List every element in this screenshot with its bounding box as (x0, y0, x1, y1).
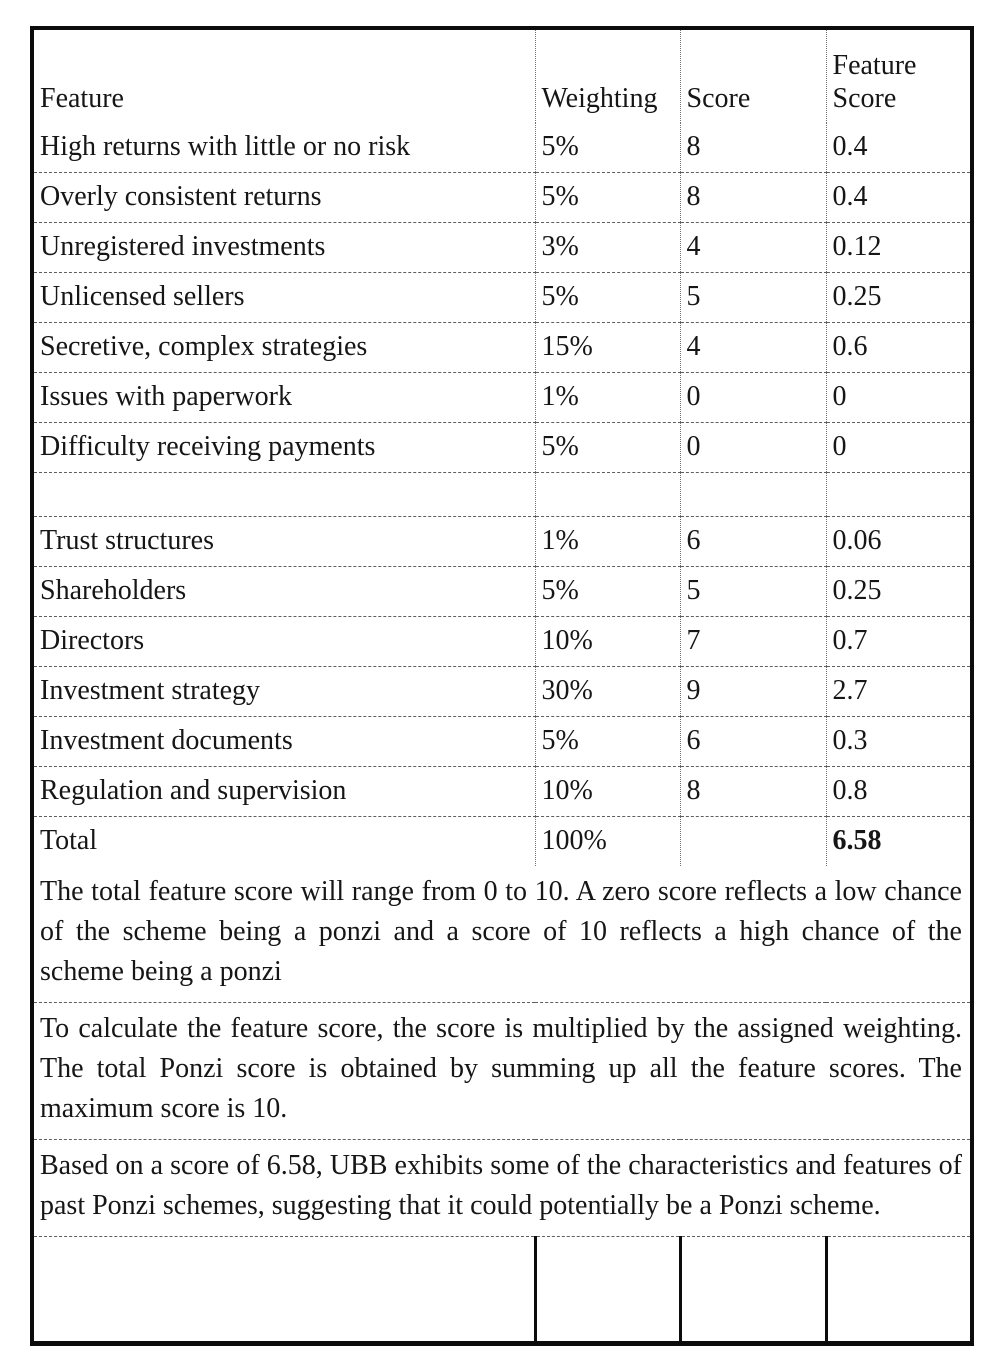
feature-score-cell: 0.4 (825, 123, 972, 173)
feature-score-cell: 0.7 (825, 616, 972, 667)
feature-cell: Total (32, 816, 535, 866)
feature-score-cell: 0.25 (825, 566, 972, 617)
feature-score-cell: 0.12 (825, 222, 972, 273)
weighting-cell: 5% (534, 422, 680, 473)
feature-cell: Difficulty receiving payments (32, 422, 535, 473)
score-cell: 4 (679, 322, 826, 373)
empty-cell (533, 1236, 680, 1344)
weighting-cell: 5% (534, 123, 680, 173)
table-row: Issues with paperwork 1% 0 0 (32, 372, 972, 423)
feature-cell: Secretive, complex strategies (32, 322, 535, 373)
table-row: Investment strategy 30% 9 2.7 (32, 666, 972, 717)
feature-cell: Shareholders (32, 566, 535, 617)
table-row: Investment documents 5% 6 0.3 (32, 716, 972, 767)
table-row: Overly consistent returns 5% 8 0.4 (32, 172, 972, 223)
feature-score-cell: 0.4 (825, 172, 972, 223)
score-cell: 8 (679, 172, 826, 223)
weighting-cell: 1% (534, 372, 680, 423)
note-row: The total feature score will range from … (32, 866, 972, 1003)
empty-cell (678, 1236, 826, 1344)
feature-score-cell: 0 (825, 422, 972, 473)
note-score-range: The total feature score will range from … (40, 876, 962, 987)
empty-cell (824, 1236, 972, 1344)
feature-cell: Investment strategy (32, 666, 535, 717)
score-cell: 0 (679, 372, 826, 423)
spacer-row (32, 472, 972, 517)
score-cell (679, 816, 826, 866)
score-cell: 0 (679, 422, 826, 473)
feature-score-cell: 0.8 (825, 766, 972, 817)
feature-cell (32, 472, 535, 517)
weighting-cell: 5% (534, 566, 680, 617)
weighting-cell: 30% (534, 666, 680, 717)
note-row: Based on a score of 6.58, UBB exhibits s… (32, 1139, 972, 1237)
note-row: To calculate the feature score, the scor… (32, 1002, 972, 1140)
empty-bottom-row (32, 1236, 972, 1344)
table-row: Unlicensed sellers 5% 5 0.25 (32, 272, 972, 323)
score-cell: 6 (679, 516, 826, 567)
weighting-cell: 10% (534, 616, 680, 667)
feature-score-cell: 2.7 (825, 666, 972, 717)
note-calculation-method: To calculate the feature score, the scor… (32, 1002, 972, 1140)
feature-score-cell: 0.6 (825, 322, 972, 373)
weighting-cell (534, 472, 680, 517)
header-score: Score (679, 28, 826, 123)
score-cell: 4 (679, 222, 826, 273)
score-cell: 5 (679, 566, 826, 617)
feature-cell: Regulation and supervision (32, 766, 535, 817)
table-row: Regulation and supervision 10% 8 0.8 (32, 766, 972, 817)
feature-score-cell: 0.06 (825, 516, 972, 567)
score-cell: 8 (679, 123, 826, 173)
weighting-cell: 15% (534, 322, 680, 373)
feature-score-cell: 0 (825, 372, 972, 423)
feature-cell: Investment documents (32, 716, 535, 767)
table-row: Difficulty receiving payments 5% 0 0 (32, 422, 972, 473)
score-cell: 8 (679, 766, 826, 817)
feature-score-cell: 0.25 (825, 272, 972, 323)
table-row: Unregistered investments 3% 4 0.12 (32, 222, 972, 273)
empty-cell (32, 1236, 535, 1344)
feature-score-cell: 6.58 (825, 816, 972, 866)
weighting-cell: 5% (534, 716, 680, 767)
score-cell: 9 (679, 666, 826, 717)
score-cell: 5 (679, 272, 826, 323)
score-cell (679, 472, 826, 517)
feature-cell: High returns with little or no risk (40, 130, 411, 162)
score-cell: 7 (679, 616, 826, 667)
weighting-cell: 5% (534, 272, 680, 323)
feature-cell: Directors (32, 616, 535, 667)
feature-score-cell: 0.3 (825, 716, 972, 767)
weighting-cell: 10% (534, 766, 680, 817)
feature-score-cell (825, 472, 972, 517)
table-row: Trust structures 1% 6 0.06 (32, 516, 972, 567)
table-row: High returns with little or no risk 5% 8 0.… (32, 123, 972, 173)
ponzi-feature-score-table: Feature Weighting Score Feature Score Hi… (30, 26, 974, 1346)
header-weighting: Weighting (534, 28, 680, 123)
header-feature-score: Feature Score (825, 28, 972, 123)
score-cell: 6 (679, 716, 826, 767)
feature-cell: Unregistered investments (32, 222, 535, 273)
table-body: High returns with little or no risk 5% 8 0.… (32, 123, 972, 866)
weighting-cell: 100% (534, 816, 680, 866)
note-conclusion: Based on a score of 6.58, UBB exhibits s… (32, 1139, 972, 1237)
header-row: Feature Weighting Score Feature Score (32, 28, 972, 123)
notes-section: The total feature score will range from … (32, 866, 972, 1344)
weighting-cell: 3% (534, 222, 680, 273)
feature-cell: Overly consistent returns (32, 172, 535, 223)
table-row: Directors 10% 7 0.7 (32, 616, 972, 667)
weighting-cell: 1% (534, 516, 680, 567)
total-row: Total 100% 6.58 (32, 816, 972, 866)
table-row: Secretive, complex strategies 15% 4 0.6 (32, 322, 972, 373)
feature-cell: Issues with paperwork (32, 372, 535, 423)
table-row: Shareholders 5% 5 0.25 (32, 566, 972, 617)
header-feature: Feature (40, 83, 124, 115)
feature-cell: Trust structures (32, 516, 535, 567)
weighting-cell: 5% (534, 172, 680, 223)
feature-cell: Unlicensed sellers (32, 272, 535, 323)
